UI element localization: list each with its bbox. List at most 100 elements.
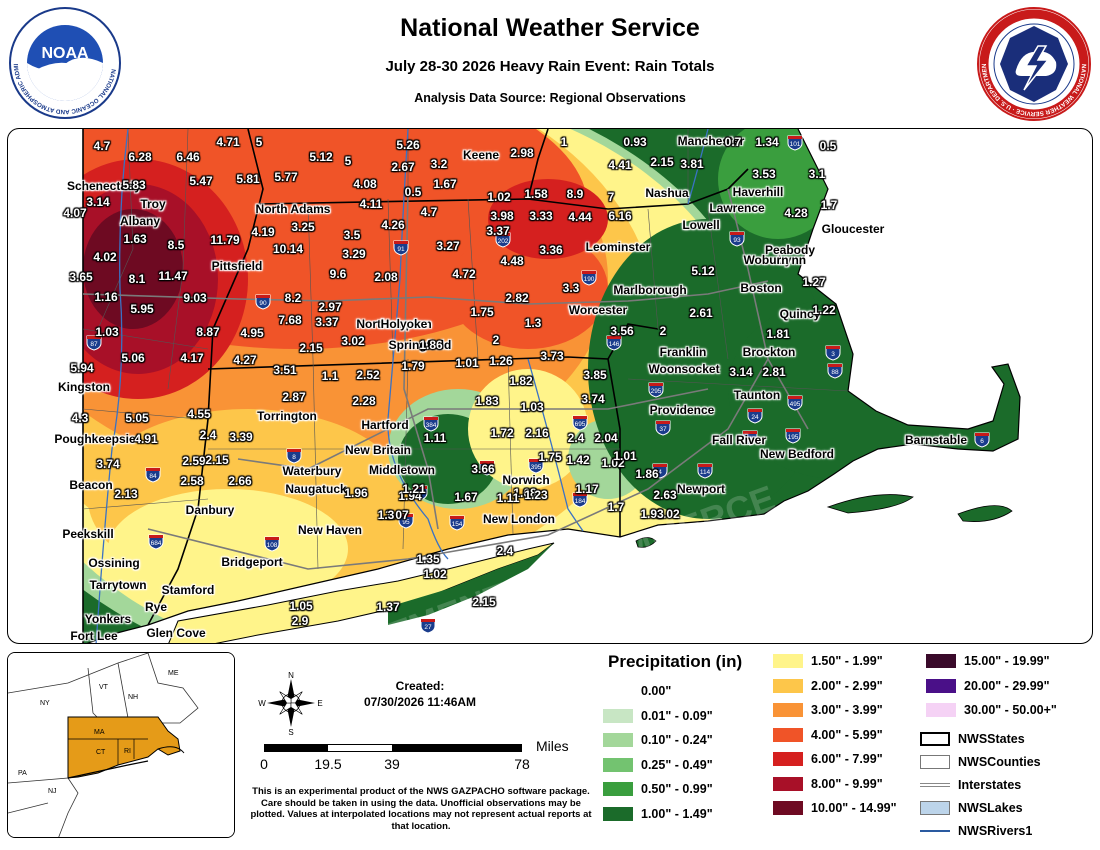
noaa-logo: NATIONAL OCEANIC AND ATMOSPHERIC ADMINIS…: [8, 6, 121, 119]
rain-total-value: 2.97: [318, 300, 342, 314]
rain-total-value: 1.02: [656, 507, 680, 521]
rain-total-value: 1.67: [454, 490, 478, 504]
created-stamp: Created: 07/30/2026 11:46AM: [340, 678, 500, 710]
rain-total-value: 3.27: [436, 239, 460, 253]
svg-text:37: 37: [659, 426, 667, 433]
compass-s: S: [288, 728, 293, 736]
legend-layer-swatch: [920, 755, 950, 769]
city-label: Taunton: [733, 388, 781, 402]
rain-total-value: 5.95: [130, 302, 154, 316]
rain-total-value: 5.12: [691, 264, 715, 278]
svg-text:88: 88: [831, 369, 839, 376]
rain-total-value: 0.5: [404, 185, 422, 199]
rain-total-value: 0.93: [623, 135, 647, 149]
rain-total-value: 3.5: [343, 228, 361, 242]
interstate-shield: 90: [255, 294, 271, 310]
legend-layer-item: NWSRivers1: [920, 821, 1032, 841]
city-label: Nashua: [645, 186, 689, 200]
rain-total-value: 5.06: [121, 351, 145, 365]
rain-total-value: 1.94: [398, 489, 422, 503]
city-label: Gloucester: [821, 222, 885, 236]
city-label: Haverhill: [732, 185, 784, 199]
rain-total-value: 3.66: [471, 462, 495, 476]
rain-total-value: 5.05: [125, 411, 149, 425]
legend-label: 15.00" - 19.99": [964, 654, 1050, 668]
city-label: Boston: [740, 281, 782, 295]
rain-total-value: 2.59: [182, 454, 206, 468]
city-label: Lawrence: [709, 201, 765, 215]
compass-w: W: [258, 699, 266, 708]
rain-total-value: 2.67: [391, 160, 415, 174]
inset-state-pa: PA: [18, 770, 27, 777]
rain-total-value: 5.83: [122, 178, 146, 192]
svg-text:101: 101: [790, 141, 801, 148]
rainfall-map[interactable]: DEPARTMENT OF COMMERCE 101 93 91 202 190 90 14…: [7, 128, 1093, 644]
rain-total-value: 4.28: [784, 206, 808, 220]
svg-text:93: 93: [733, 237, 741, 244]
legend-item: 2.00" - 2.99": [773, 676, 883, 696]
disclaimer-text: This is an experimental product of the N…: [250, 786, 592, 832]
legend-item: 30.00" - 50.00+": [926, 700, 1057, 720]
city-label: Schenectady: [66, 179, 142, 193]
interstate-shield: 495: [787, 395, 803, 411]
rain-total-value: 2: [492, 333, 500, 347]
interstate-shield: 695: [572, 415, 588, 431]
inset-state-vt: VT: [99, 684, 109, 691]
rain-total-value: 3.56: [610, 324, 634, 338]
rain-total-value: 4.48: [500, 254, 524, 268]
city-label: Northampton: [356, 317, 432, 331]
data-source-note: Analysis Data Source: Regional Observati…: [414, 91, 686, 105]
rain-total-value: 2.9: [291, 614, 309, 628]
interstate-shield: 27: [420, 618, 436, 634]
rain-total-value: 1.75: [470, 305, 494, 319]
legend-layer-label: NWSRivers1: [958, 824, 1033, 838]
legend-label: 20.00" - 29.99": [964, 678, 1050, 693]
rain-total-value: 5.26: [396, 138, 420, 152]
legend-item: 3.00" - 3.99": [773, 700, 883, 720]
rain-total-value: 2.15: [472, 595, 496, 609]
compass-e: E: [317, 699, 322, 708]
legend-swatch: [603, 806, 633, 821]
legend-swatch: [603, 733, 633, 747]
svg-text:495: 495: [790, 401, 801, 408]
interstate-shield: 101: [787, 135, 803, 151]
rain-total-value: 1.37: [376, 600, 400, 614]
city-label: Pittsfield: [211, 259, 263, 273]
legend-layer-label: Interstates: [958, 778, 1022, 792]
rain-total-value: 1.86: [419, 338, 443, 352]
rain-total-value: 1.79: [401, 359, 425, 373]
svg-text:184: 184: [575, 498, 586, 505]
inset-state-me: ME: [168, 670, 179, 677]
city-label: Poughkeepsie: [54, 432, 136, 446]
svg-text:384: 384: [426, 422, 437, 429]
legend-item: 0.25" - 0.49": [603, 755, 713, 775]
city-label: Yonkers: [84, 612, 132, 626]
rain-total-value: 1.01: [613, 449, 637, 463]
scale-tick-0: 0: [260, 756, 268, 772]
rain-total-value: 1.72: [490, 426, 514, 440]
svg-text:154: 154: [452, 521, 463, 528]
legend-label: 10.00" - 14.99": [811, 801, 897, 815]
interstate-shield: 91: [393, 240, 409, 256]
svg-text:2: 2: [485, 466, 489, 473]
rain-total-value: 4.7: [420, 205, 438, 219]
rain-total-value: 8.87: [196, 325, 220, 339]
city-label: Stamford: [161, 583, 215, 597]
scale-tick-19-5: 19.5: [314, 756, 342, 772]
rain-total-value: 2.13: [114, 487, 138, 501]
legend-layer-swatch: [920, 801, 950, 815]
interstate-shield: 146: [606, 335, 622, 351]
city-label: Danbury: [185, 503, 235, 517]
svg-text:3: 3: [831, 351, 835, 358]
rain-total-value: 5.77: [274, 170, 298, 184]
rain-total-value: 3.81: [680, 157, 704, 171]
legend-label: 0.50" - 0.99": [641, 782, 713, 796]
rain-total-value: 4.27: [233, 353, 257, 367]
legend-layer-swatch: [920, 830, 950, 832]
interstate-shield: 202: [495, 232, 511, 248]
rain-total-value: 1.1: [321, 369, 339, 383]
rain-total-value: 5.12: [309, 150, 333, 164]
interstate-shield: 88: [827, 363, 843, 379]
scale-bar: 0 19.5 39 78 Miles: [256, 738, 569, 778]
interstate-shield: 93: [729, 231, 745, 247]
